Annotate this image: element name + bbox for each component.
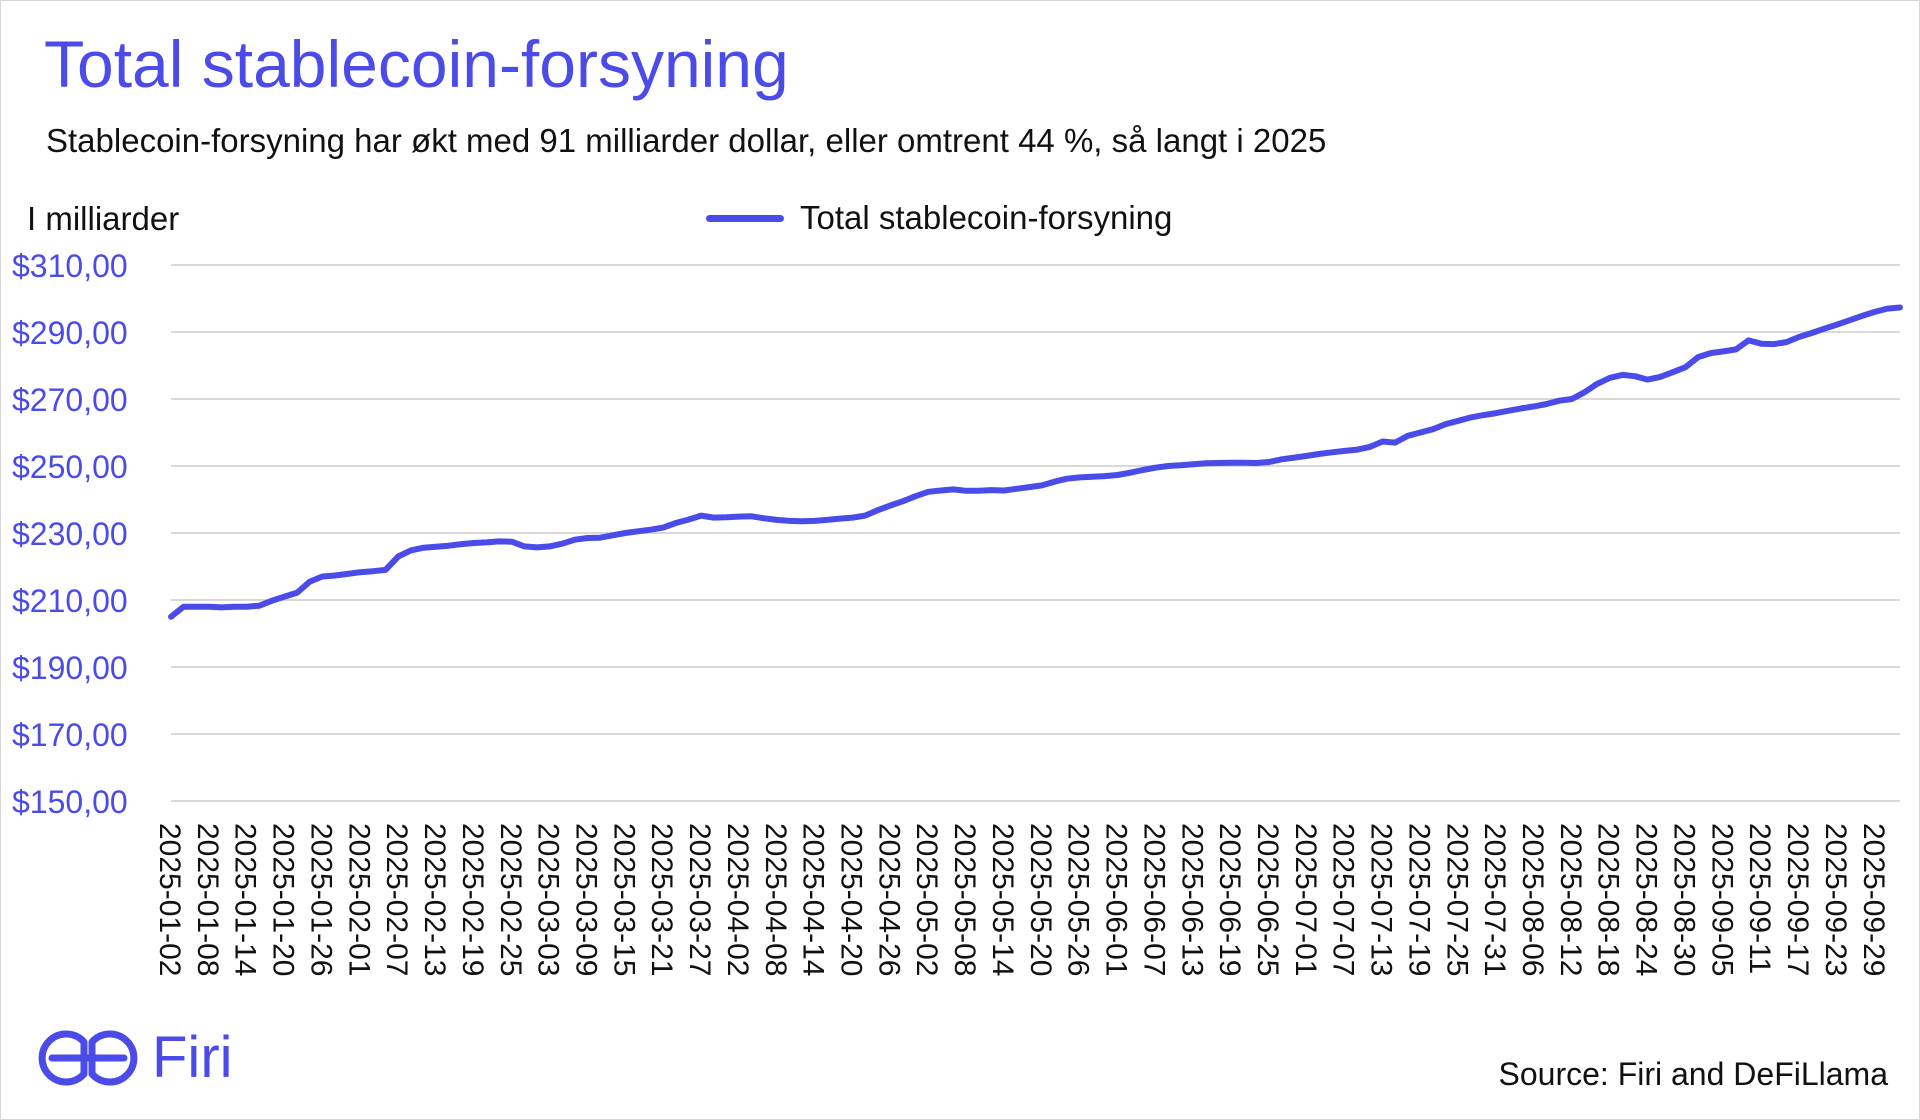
x-tick-label: 2025-03-15: [607, 823, 640, 976]
x-tick-label: 2025-02-07: [380, 823, 413, 976]
y-tick-label: $210,00: [12, 583, 128, 619]
x-tick-label: 2025-09-05: [1705, 823, 1738, 976]
x-tick-label: 2025-04-02: [721, 823, 754, 976]
x-tick-label: 2025-03-09: [570, 823, 603, 976]
x-tick-label: 2025-02-19: [456, 823, 489, 976]
x-tick-label: 2025-05-26: [1062, 823, 1095, 976]
y-tick-label: $310,00: [12, 248, 128, 284]
x-tick-label: 2025-07-31: [1478, 823, 1511, 976]
x-tick-label: 2025-02-25: [494, 823, 527, 976]
x-tick-label: 2025-06-01: [1100, 823, 1133, 976]
x-tick-label: 2025-08-24: [1630, 823, 1663, 976]
legend-label: Total stablecoin-forsyning: [800, 199, 1173, 236]
x-tick-label: 2025-07-13: [1365, 823, 1398, 976]
y-tick-label: $290,00: [12, 315, 128, 351]
x-tick-label: 2025-07-19: [1402, 823, 1435, 976]
y-tick-label: $190,00: [12, 650, 128, 686]
x-tick-label: 2025-02-13: [418, 823, 451, 976]
x-tick-label: 2025-04-14: [797, 823, 830, 976]
x-tick-label: 2025-09-11: [1743, 823, 1776, 974]
x-tick-label: 2025-06-25: [1251, 823, 1284, 976]
y-tick-label: $230,00: [12, 516, 128, 552]
x-tick-label: 2025-02-01: [342, 823, 375, 976]
x-tick-label: 2025-04-08: [759, 823, 792, 976]
x-tick-label: 2025-05-20: [1024, 823, 1057, 976]
legend-swatch: [706, 214, 784, 222]
x-tick-label: 2025-06-19: [1213, 823, 1246, 976]
y-tick-label: $170,00: [12, 717, 128, 753]
source-note: Source: Firi and DeFiLlama: [1498, 1056, 1888, 1092]
brand-name: Firi: [152, 1025, 233, 1090]
x-tick-label: 2025-08-06: [1516, 823, 1549, 976]
y-axis-unit-label: I milliarder: [27, 200, 180, 237]
x-tick-label: 2025-09-17: [1781, 823, 1814, 976]
chart-legend: Total stablecoin-forsyning: [706, 198, 1172, 238]
x-tick-label: 2025-06-07: [1137, 823, 1170, 976]
x-tick-label: 2025-04-20: [835, 823, 868, 976]
x-tick-label: 2025-03-03: [532, 823, 565, 976]
x-tick-label: 2025-07-07: [1327, 823, 1360, 976]
x-tick-label: 2025-09-29: [1857, 823, 1890, 976]
x-tick-label: 2025-06-13: [1175, 823, 1208, 976]
chart-subtitle: Stablecoin-forsyning har økt med 91 mill…: [46, 122, 1327, 159]
x-tick-label: 2025-01-20: [267, 823, 300, 976]
x-tick-label: 2025-09-23: [1819, 823, 1852, 976]
firi-logo: Firi: [36, 1028, 233, 1088]
x-tick-label: 2025-01-26: [304, 823, 337, 976]
x-tick-label: 2025-07-01: [1289, 823, 1322, 976]
y-tick-label: $150,00: [12, 784, 128, 820]
x-tick-label: 2025-05-08: [948, 823, 981, 976]
x-tick-label: 2025-07-25: [1440, 823, 1473, 976]
x-tick-label: 2025-05-14: [986, 823, 1019, 976]
x-tick-label: 2025-08-12: [1554, 823, 1587, 976]
y-tick-label: $270,00: [12, 382, 128, 418]
x-tick-label: 2025-01-14: [229, 823, 262, 976]
y-tick-label: $250,00: [12, 449, 128, 485]
x-tick-label: 2025-01-08: [191, 823, 224, 976]
firi-logo-icon: [38, 1030, 138, 1086]
x-tick-label: 2025-04-26: [872, 823, 905, 976]
x-tick-label: 2025-05-02: [910, 823, 943, 976]
x-tick-label: 2025-08-18: [1592, 823, 1625, 976]
x-tick-label: 2025-03-27: [683, 823, 716, 976]
series-line: [168, 304, 1903, 620]
chart-title: Total stablecoin-forsyning: [44, 27, 789, 101]
x-tick-label: 2025-03-21: [645, 823, 678, 976]
x-tick-label: 2025-01-02: [153, 823, 186, 976]
x-tick-label: 2025-08-30: [1668, 823, 1701, 976]
